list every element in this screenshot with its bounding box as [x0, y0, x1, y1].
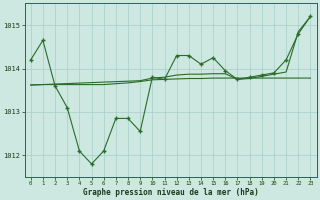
- X-axis label: Graphe pression niveau de la mer (hPa): Graphe pression niveau de la mer (hPa): [83, 188, 259, 197]
